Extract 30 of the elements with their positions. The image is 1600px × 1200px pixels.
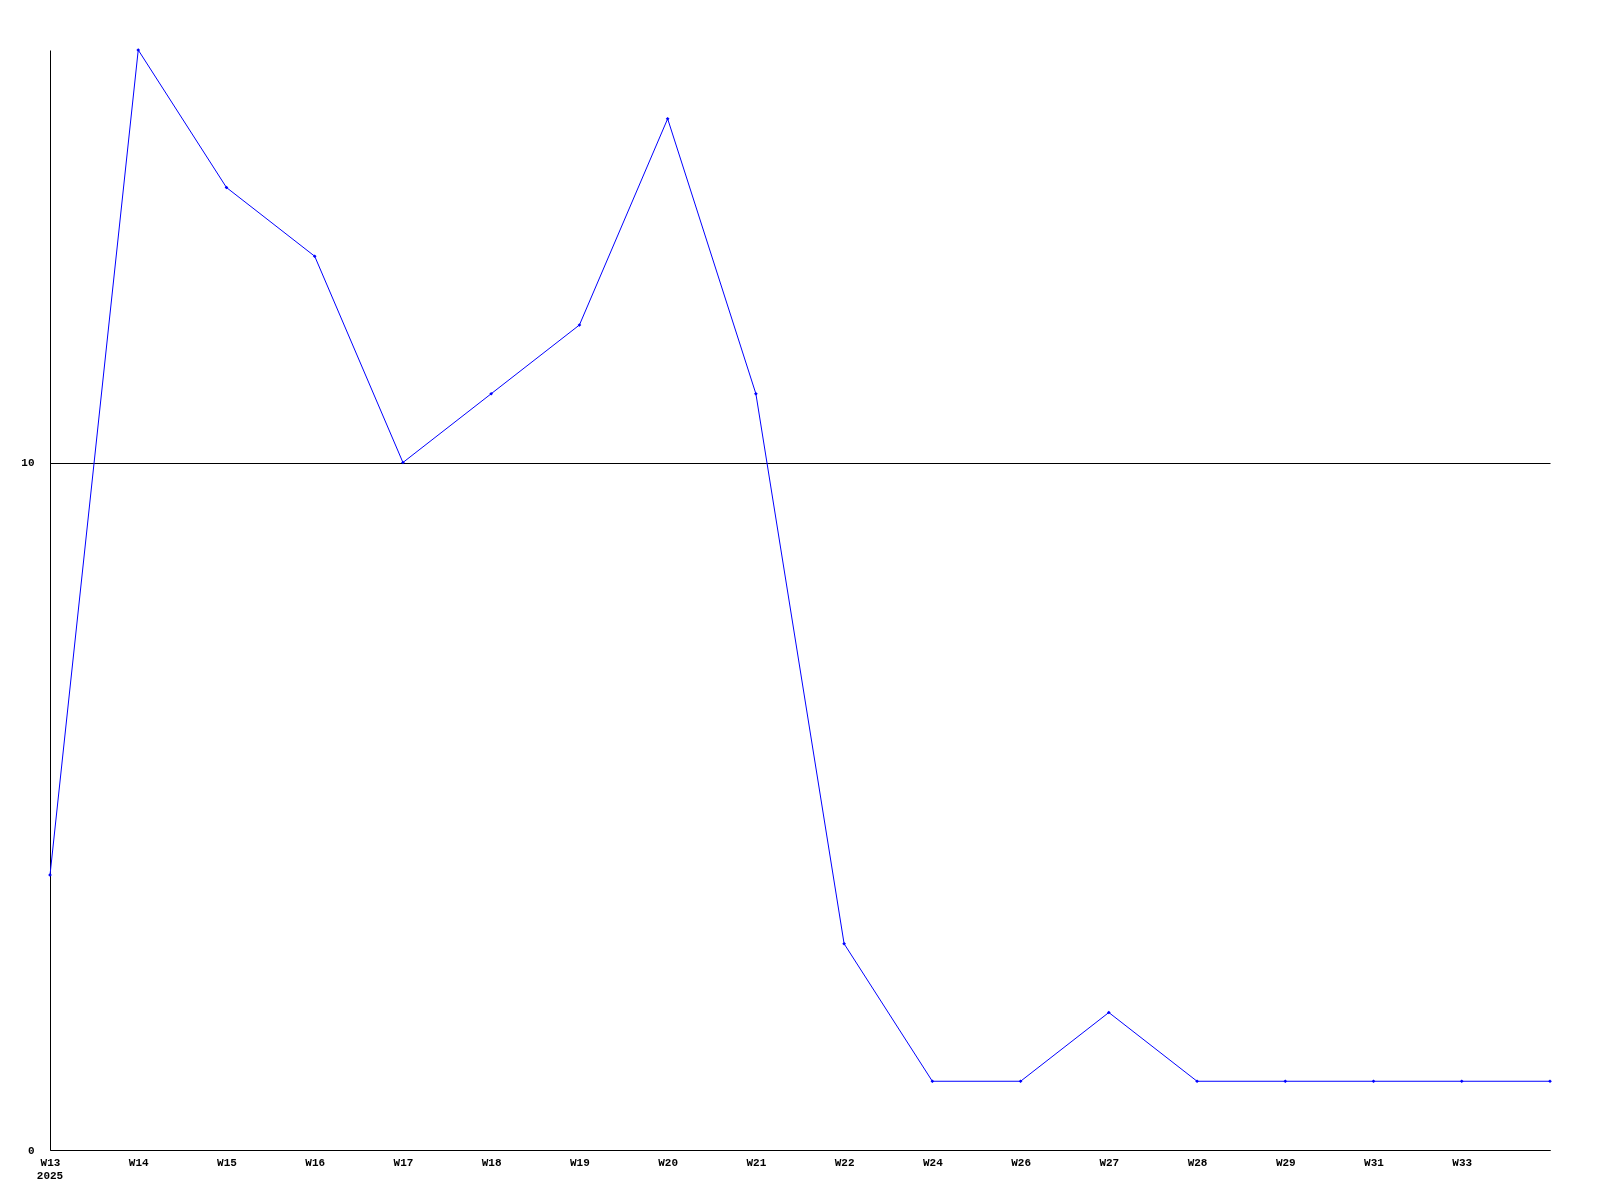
point xyxy=(1195,1079,1199,1084)
x-tick-label: W28 xyxy=(1187,1156,1208,1169)
x-tick-label: W29 xyxy=(1275,1156,1296,1169)
x-tick-label: W27 xyxy=(1099,1156,1120,1169)
x-tick-label: W19 xyxy=(570,1156,590,1169)
point xyxy=(754,391,758,396)
point xyxy=(136,48,141,52)
text: 2025 xyxy=(36,1170,64,1182)
y-tick-label: 10 xyxy=(21,457,35,469)
x-tick-label: W31 xyxy=(1364,1156,1385,1169)
x-tick-label: W22 xyxy=(834,1156,855,1169)
x-tick-label: W13 xyxy=(40,1156,61,1169)
point xyxy=(401,460,405,465)
x-tick-label: W16 xyxy=(305,1156,326,1169)
x-tick-label: W15 xyxy=(217,1156,238,1169)
x-tick-label: W14 xyxy=(128,1156,150,1169)
x-tick-label: W21 xyxy=(746,1156,767,1169)
x-tick-label: W20 xyxy=(658,1156,679,1169)
point xyxy=(1371,1079,1376,1084)
y-tick-label: 0 xyxy=(27,1144,35,1157)
x-tick-label: W26 xyxy=(1011,1156,1031,1169)
point xyxy=(577,323,582,327)
point xyxy=(1548,1079,1552,1084)
point xyxy=(1106,1010,1111,1015)
point xyxy=(1018,1079,1023,1084)
x-tick-label: W24 xyxy=(922,1156,944,1169)
x-tick-label: W18 xyxy=(481,1156,502,1169)
x-tick-label: W33 xyxy=(1452,1156,1473,1169)
x-tick-label: W17 xyxy=(393,1156,414,1169)
point xyxy=(842,941,846,946)
